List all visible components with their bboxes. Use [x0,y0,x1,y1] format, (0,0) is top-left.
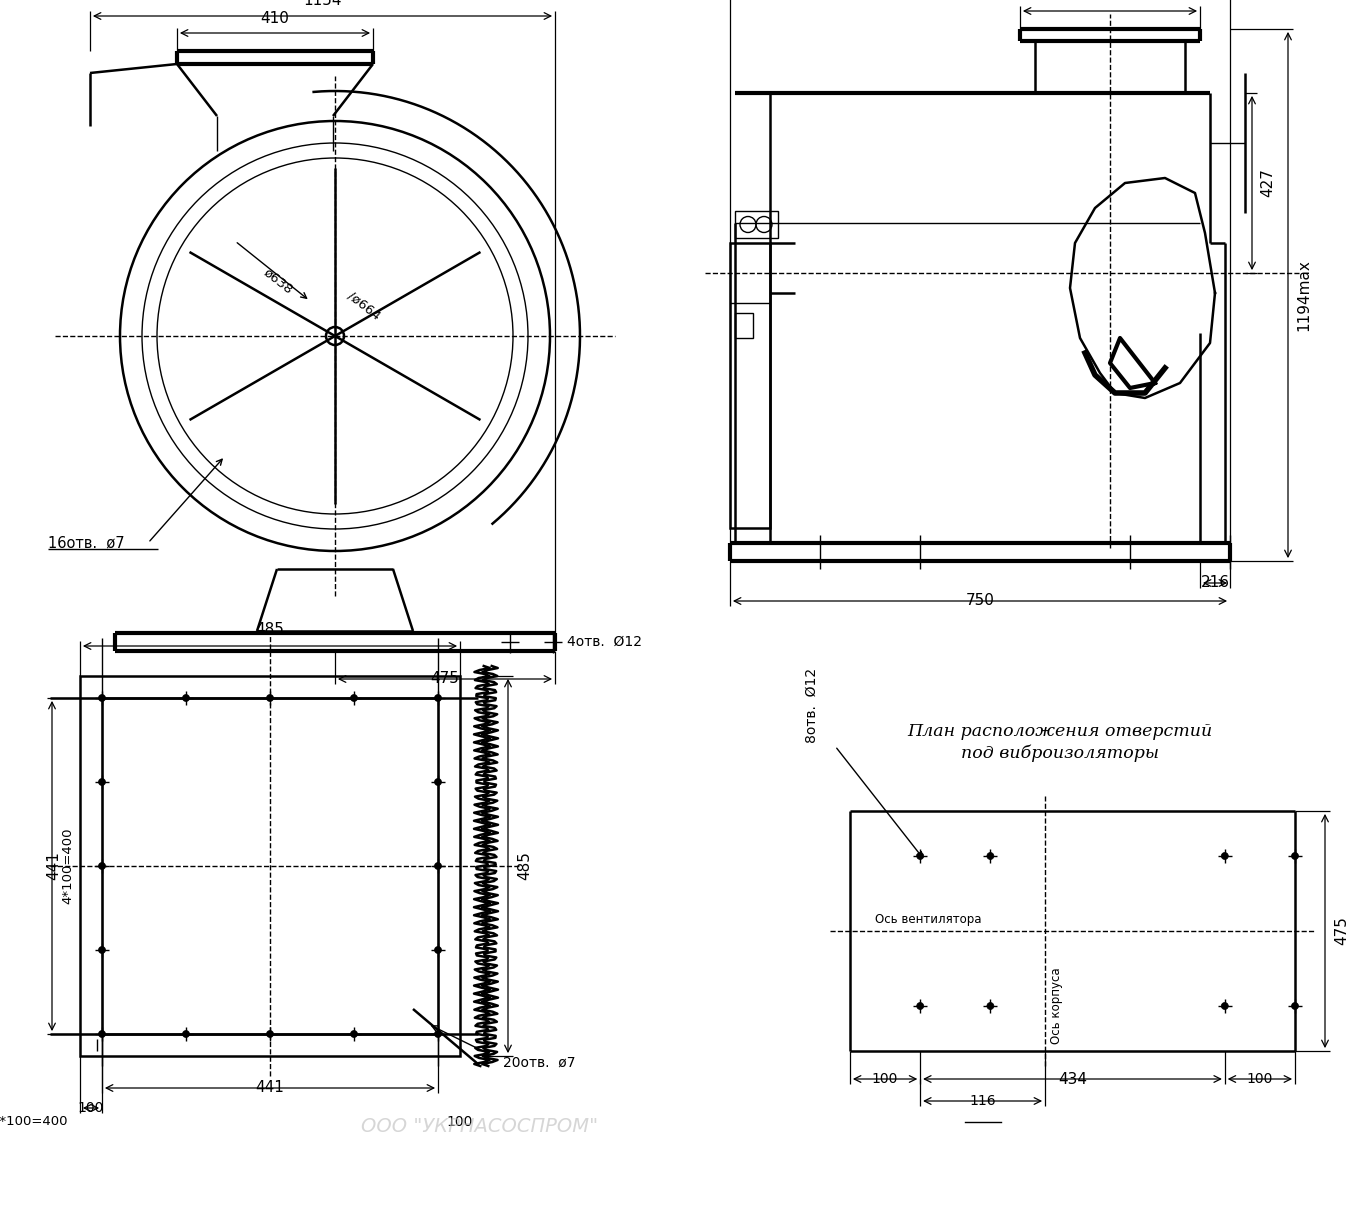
Text: 4*100=400: 4*100=400 [61,828,75,905]
Text: 475: 475 [1334,917,1349,945]
Circle shape [1221,1002,1229,1010]
Text: Ось корпуса: Ось корпуса [1049,968,1063,1044]
Text: 298: 298 [1096,0,1124,2]
Text: 8отв.  Ø12: 8отв. Ø12 [804,668,819,744]
Text: 427: 427 [1260,168,1275,198]
Circle shape [987,852,994,860]
Circle shape [1292,1002,1298,1010]
Text: ø638: ø638 [261,266,295,297]
Text: под виброизоляторы: под виброизоляторы [961,745,1160,762]
Circle shape [1292,852,1298,860]
Text: 410: 410 [260,11,290,26]
Text: 4отв.  Ø12: 4отв. Ø12 [568,635,642,650]
Text: 216: 216 [1200,575,1229,590]
Circle shape [182,695,189,702]
Text: 485: 485 [517,851,532,880]
Text: 100: 100 [1247,1072,1273,1085]
Circle shape [987,1002,994,1010]
Text: 1154: 1154 [304,0,342,9]
Text: 16отв.  ø7: 16отв. ø7 [48,536,125,551]
Circle shape [182,1031,189,1038]
Circle shape [267,1031,274,1038]
Circle shape [1221,852,1229,860]
Text: 100: 100 [446,1115,472,1129]
Text: ООО "УКРНАСОСПРОМ": ООО "УКРНАСОСПРОМ" [362,1116,599,1136]
Text: 100: 100 [872,1072,898,1085]
Text: Ось вентилятора: Ось вентилятора [875,913,981,926]
Circle shape [351,1031,358,1038]
Bar [735,313,753,338]
Circle shape [434,946,441,954]
Text: 441: 441 [46,851,61,880]
Text: 434: 434 [1057,1072,1087,1087]
Text: 1194max: 1194max [1296,259,1311,331]
Text: 441: 441 [256,1081,284,1095]
Text: 475: 475 [430,672,460,686]
Circle shape [98,946,106,954]
Circle shape [434,779,441,785]
Bar [102,698,438,1034]
Circle shape [98,695,106,702]
Circle shape [917,1002,924,1010]
Circle shape [98,862,106,869]
Text: 485: 485 [256,621,284,637]
Circle shape [98,1031,106,1038]
Text: 20отв.  ø7: 20отв. ø7 [504,1056,576,1070]
Circle shape [267,695,274,702]
Circle shape [434,1031,441,1038]
Circle shape [327,327,344,346]
Circle shape [917,852,924,860]
Circle shape [434,695,441,702]
Bar [735,211,778,238]
Circle shape [434,862,441,869]
Bar [729,243,770,527]
Text: 750: 750 [965,593,995,608]
Circle shape [351,695,358,702]
Text: 4*100=400: 4*100=400 [0,1115,68,1128]
Text: 116: 116 [969,1094,996,1107]
Bar [80,676,460,1056]
Text: План расположения отверстий: План расположения отверстий [908,723,1213,740]
Circle shape [98,779,106,785]
Text: /ø664: /ø664 [344,289,382,322]
Text: 100: 100 [78,1101,105,1115]
